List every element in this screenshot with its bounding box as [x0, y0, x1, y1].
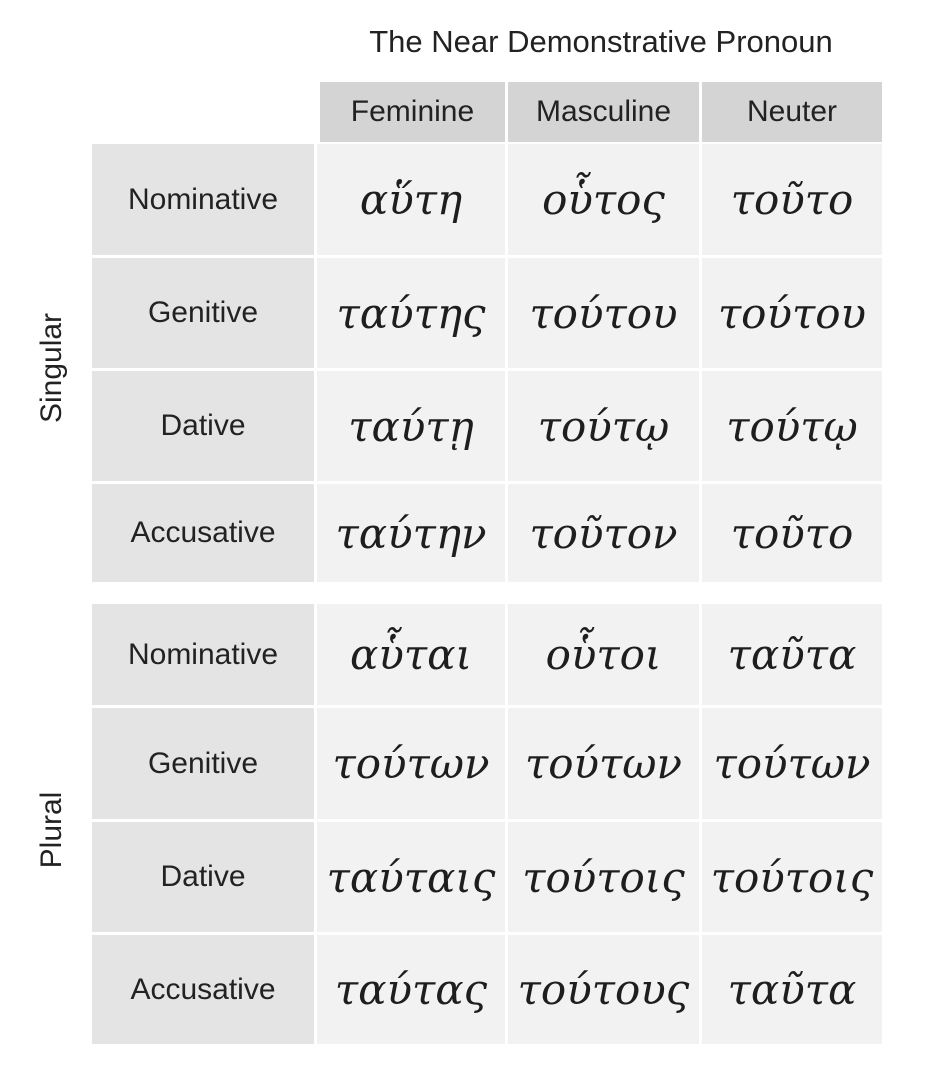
group-label-plural: Plural — [35, 791, 68, 869]
case-label: Genitive — [92, 708, 314, 819]
form-cell: τούτων — [508, 708, 699, 819]
case-label: Nominative — [92, 144, 314, 255]
form-cell: ταύτας — [317, 935, 505, 1044]
table-row: Nominative αὕτη οὗτος τοῦτο — [92, 144, 882, 255]
form-cell: τούτους — [508, 935, 699, 1044]
form-cell: ταύτῃ — [317, 371, 505, 481]
form-cell: τούτου — [702, 258, 882, 368]
column-header-feminine: Feminine — [320, 82, 505, 142]
form-cell: ταῦτα — [702, 604, 882, 705]
table-row: Accusative ταύτην τοῦτον τοῦτο — [92, 484, 882, 582]
form-cell: τούτων — [702, 708, 882, 819]
singular-block: Nominative αὕτη οὗτος τοῦτο Genitive ταύ… — [92, 144, 882, 582]
form-cell: τοῦτο — [702, 144, 882, 255]
form-cell: ταῦτα — [702, 935, 882, 1044]
table-row: Genitive ταύτης τούτου τούτου — [92, 258, 882, 368]
case-label: Nominative — [92, 604, 314, 705]
case-label: Accusative — [92, 484, 314, 582]
form-cell: τούτῳ — [508, 371, 699, 481]
form-cell: αὕτη — [317, 144, 505, 255]
form-cell: τούτου — [508, 258, 699, 368]
form-cell: ταύτην — [317, 484, 505, 582]
case-label: Accusative — [92, 935, 314, 1044]
case-label: Genitive — [92, 258, 314, 368]
form-cell: τούτῳ — [702, 371, 882, 481]
column-header-neuter: Neuter — [702, 82, 882, 142]
form-cell: αὗται — [317, 604, 505, 705]
table-row: Genitive τούτων τούτων τούτων — [92, 708, 882, 819]
form-cell: τούτοις — [702, 822, 882, 932]
table-row: Dative ταύταις τούτοις τούτοις — [92, 822, 882, 932]
table-row: Nominative αὗται οὗτοι ταῦτα — [92, 604, 882, 705]
form-cell: οὗτοι — [508, 604, 699, 705]
group-label-singular: Singular — [35, 312, 68, 424]
form-cell: ταύτης — [317, 258, 505, 368]
form-cell: τούτοις — [508, 822, 699, 932]
plural-block: Nominative αὗται οὗτοι ταῦτα Genitive το… — [92, 604, 882, 1044]
form-cell: τούτων — [317, 708, 505, 819]
form-cell: οὗτος — [508, 144, 699, 255]
case-label: Dative — [92, 371, 314, 481]
column-header-masculine: Masculine — [508, 82, 699, 142]
form-cell: τοῦτο — [702, 484, 882, 582]
table-row: Dative ταύτῃ τούτῳ τούτῳ — [92, 371, 882, 481]
table-row: Accusative ταύτας τούτους ταῦτα — [92, 935, 882, 1044]
form-cell: ταύταις — [317, 822, 505, 932]
case-label: Dative — [92, 822, 314, 932]
form-cell: τοῦτον — [508, 484, 699, 582]
table-title: The Near Demonstrative Pronoun — [369, 24, 833, 59]
